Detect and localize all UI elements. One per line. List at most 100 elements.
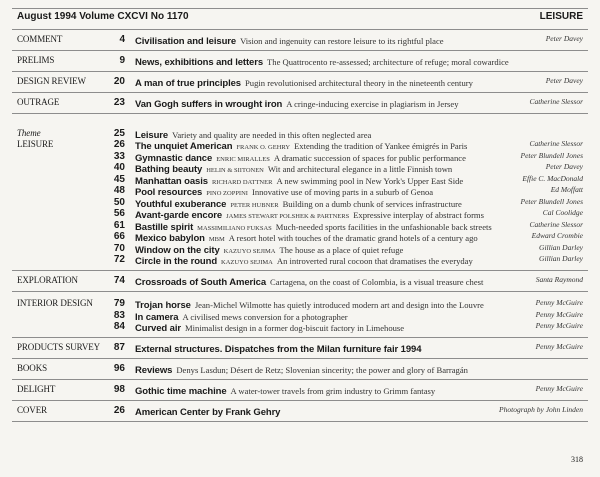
author-name: Santa Raymond: [535, 275, 583, 284]
page-ref: 56: [113, 208, 125, 219]
toc-entry[interactable]: LEISURE 26 The unquiet American Frank O. Ge…: [0, 139, 600, 152]
page-ref: 25: [113, 127, 125, 139]
author-name: Peter Blundell Jones: [520, 196, 583, 206]
page-ref: 98: [113, 384, 125, 395]
toc-entry[interactable]: PRELIMS 9 News, exhibitions and letters The…: [0, 55, 600, 68]
toc-entry[interactable]: 48 Pool resources Pino Zoppini Innovative u…: [0, 185, 600, 198]
section-label: INTERIOR DESIGN: [17, 298, 93, 308]
entry-title[interactable]: Gymnastic dance: [135, 152, 213, 164]
author-name: Penny McGuire: [535, 342, 583, 351]
author-name: Peter Blundell Jones: [520, 150, 583, 160]
entry-description: Much-needed sports facilities in the unf…: [275, 221, 492, 232]
author-name: Effie C. MacDonald: [522, 173, 583, 183]
entry-title[interactable]: Trojan horse: [135, 300, 191, 311]
toc-entry[interactable]: 56 Avant-garde encore James Stewart Polshe…: [0, 208, 600, 221]
entry-title[interactable]: Civilisation and leisure: [135, 35, 237, 47]
entry-title[interactable]: Youthful exuberance: [135, 198, 227, 210]
toc-entry[interactable]: 33 Gymnastic dance Enric Miralles A dramati…: [0, 150, 600, 164]
toc-entry[interactable]: COMMENT 4 Civilisation and leisure Vision a…: [0, 33, 600, 47]
entry-title[interactable]: Pool resources: [135, 187, 203, 198]
author-name: Cal Coolidge: [542, 208, 583, 217]
entry-title[interactable]: The unquiet American: [135, 141, 233, 152]
toc-entry[interactable]: 70 Window on the city Kazuyo Sejima The hou…: [0, 242, 600, 256]
entry-body: Circle in the round Kazuyo Sejima An intro…: [135, 254, 473, 267]
toc-entry[interactable]: INTERIOR DESIGN 79 Trojan horse Jean-Michel…: [0, 298, 600, 311]
divider: [12, 28, 588, 30]
divider: [12, 291, 588, 292]
entry-body: Youthful exuberance Peter Hubner Building …: [135, 197, 462, 210]
toc-entry[interactable]: 61 Bastille spirit Massimiliano Fuksas Much…: [0, 220, 600, 233]
toc-entry[interactable]: DELIGHT 98 Gothic time machine A water-towe…: [0, 384, 600, 397]
entry-body: Civilisation and leisure Vision and ingen…: [135, 34, 444, 47]
toc-entry[interactable]: 83 In camera A civilised mews conversion f…: [0, 310, 600, 323]
page-ref: 45: [113, 173, 125, 185]
entry-title[interactable]: A man of true principles: [135, 77, 241, 89]
entry-title[interactable]: Curved air: [135, 323, 181, 334]
entry-title[interactable]: Circle in the round: [135, 256, 218, 267]
entry-title[interactable]: In camera: [135, 311, 179, 323]
toc-entry[interactable]: COVER 26 American Center by Frank Gehry Pho…: [0, 405, 600, 418]
entry-title[interactable]: Van Gogh suffers in wrought iron: [135, 98, 283, 110]
entry-body: Bastille spirit Massimiliano Fuksas Much-n…: [135, 220, 492, 233]
entry-title[interactable]: Reviews: [135, 365, 173, 376]
entry-description: Vision and ingenuity can restore leisure…: [240, 35, 444, 46]
toc-entry[interactable]: BOOKS 96 Reviews Denys Lasdun; Désert de Re…: [0, 363, 600, 376]
entry-body: Leisure Variety and quality are needed in…: [135, 128, 371, 141]
entry-description: Innovative use of moving parts in a subu…: [251, 187, 434, 197]
toc-entry[interactable]: PRODUCTS SURVEY 87 External structures. Di…: [0, 342, 600, 355]
toc-entry[interactable]: DESIGN REVIEW 20 A man of true principles P…: [0, 75, 600, 89]
entry-title[interactable]: Manhattan oasis: [135, 175, 208, 187]
entry-title[interactable]: Bathing beauty: [135, 164, 203, 175]
toc-entry[interactable]: 40 Bathing beauty Helin & Siitonen Wit and …: [0, 162, 600, 175]
toc-entry[interactable]: OUTRAGE 23 Van Gogh suffers in wrought iro…: [0, 97, 600, 110]
toc-entry[interactable]: 84 Curved air Minimalist design in a forme…: [0, 321, 600, 334]
architect-name: Kazuyo Sejima: [221, 259, 273, 266]
page-ref: 79: [113, 298, 125, 309]
page-ref: 20: [113, 75, 125, 87]
page-ref: 33: [113, 150, 125, 162]
toc-entry[interactable]: 45 Manhattan oasis Richard Dattner A new sw…: [0, 173, 600, 187]
entry-title[interactable]: Crossroads of South America: [135, 277, 267, 288]
entry-body: In camera A civilised mews conversion for…: [135, 310, 348, 323]
entry-title[interactable]: News, exhibitions and letters: [135, 56, 264, 68]
entry-title[interactable]: Leisure: [135, 129, 169, 141]
page-ref: 26: [113, 139, 125, 150]
theme-heading: LEISURE: [539, 11, 583, 22]
page-ref: 66: [113, 231, 125, 242]
section-label: PRODUCTS SURVEY: [17, 342, 101, 352]
toc-entry[interactable]: 50 Youthful exuberance Peter Hubner Buildin…: [0, 196, 600, 210]
divider: [12, 400, 588, 401]
entry-body: Crossroads of South America Cartagena, on…: [135, 275, 483, 288]
toc-entry[interactable]: 72 Circle in the round Kazuyo Sejima An int…: [0, 254, 600, 267]
entry-description: Expressive interplay of abstract forms: [353, 210, 484, 220]
author-name: Peter Davey: [545, 162, 583, 171]
entry-title[interactable]: Avant-garde encore: [135, 210, 223, 221]
entry-title[interactable]: Bastille spirit: [135, 221, 194, 233]
author-name: Edward Crombie: [531, 231, 583, 240]
page-ref: 96: [113, 363, 125, 374]
entry-title[interactable]: Gothic time machine: [135, 386, 227, 397]
toc-entry[interactable]: EXPLORATION 74 Crossroads of South America…: [0, 275, 600, 288]
page-ref: 70: [113, 242, 125, 254]
toc-entry[interactable]: Theme 25 Leisure Variety and quality are ne…: [0, 127, 600, 141]
architect-name: Kazuyo Sejima: [223, 247, 276, 255]
entry-body: Window on the city Kazuyo Sejima The house…: [135, 243, 403, 256]
divider: [12, 337, 588, 338]
architect-name: Massimiliano Fuksas: [197, 224, 272, 232]
entry-description: Jean-Michel Wilmotte has quietly introdu…: [194, 300, 484, 310]
entry-title[interactable]: Mexico babylon: [135, 233, 205, 244]
entry-body: Bathing beauty Helin & Siitonen Wit and ar…: [135, 162, 452, 175]
entry-description: A civilised mews conversion for a photog…: [182, 311, 348, 322]
entry-title[interactable]: Window on the city: [135, 244, 220, 256]
author-name: Photograph by John Linden: [499, 405, 583, 414]
toc-entry[interactable]: 66 Mexico babylon MBM A resort hotel with t…: [0, 231, 600, 244]
entry-description: Building on a dumb chunk of services inf…: [282, 198, 462, 209]
entry-title[interactable]: External structures. Dispatches from the…: [135, 344, 422, 355]
entry-body: Reviews Denys Lasdun; Désert de Retz; Slo…: [135, 363, 468, 376]
divider: [12, 358, 588, 359]
author-name: Peter Davey: [545, 33, 583, 43]
author-name: Gillian Darley: [539, 242, 583, 252]
section-label: DELIGHT: [17, 384, 56, 394]
entry-title[interactable]: American Center by Frank Gehry: [135, 407, 281, 418]
entry-body: Curved air Minimalist design in a former …: [135, 321, 404, 334]
